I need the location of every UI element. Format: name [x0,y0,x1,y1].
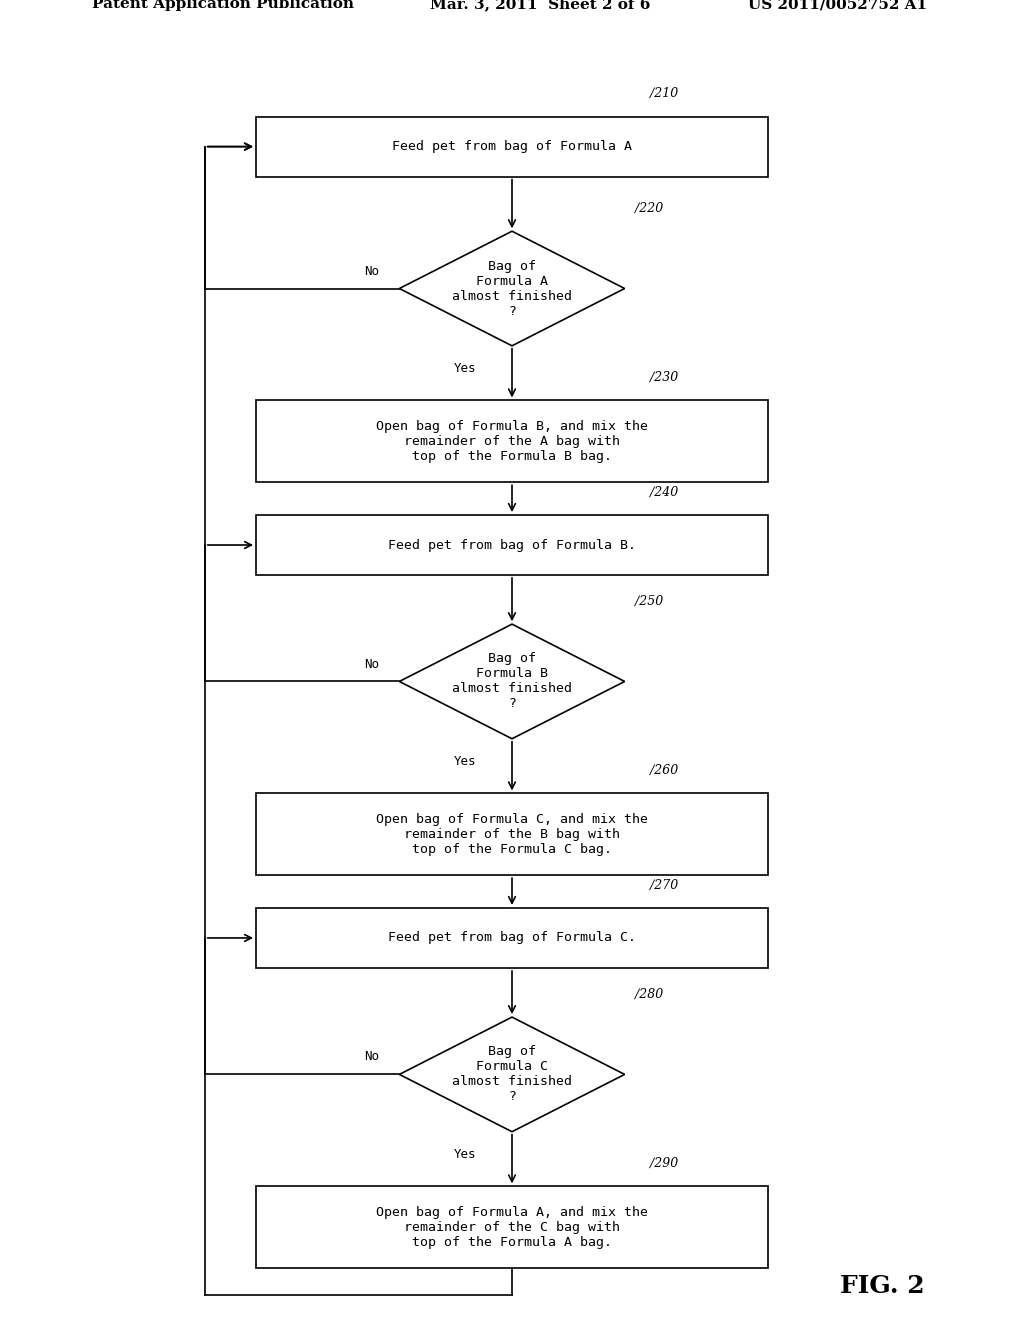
Text: Bag of
Formula B
almost finished
?: Bag of Formula B almost finished ? [452,652,572,710]
Text: No: No [364,264,379,277]
Text: ∕210: ∕210 [650,87,679,100]
Text: Feed pet from bag of Formula B.: Feed pet from bag of Formula B. [388,539,636,552]
Text: ∕220: ∕220 [635,202,664,215]
Text: ∕270: ∕270 [650,879,679,891]
FancyBboxPatch shape [256,400,768,482]
Text: ∕230: ∕230 [650,371,679,384]
Text: ∕250: ∕250 [635,595,664,607]
Text: Yes: Yes [454,362,476,375]
Text: Open bag of Formula B, and mix the
remainder of the A bag with
top of the Formul: Open bag of Formula B, and mix the remai… [376,420,648,463]
FancyBboxPatch shape [256,1187,768,1269]
Text: Bag of
Formula C
almost finished
?: Bag of Formula C almost finished ? [452,1045,572,1104]
Text: Bag of
Formula A
almost finished
?: Bag of Formula A almost finished ? [452,260,572,318]
Text: US 2011/0052752 A1: US 2011/0052752 A1 [748,0,927,11]
Text: ∕260: ∕260 [650,764,679,777]
Text: No: No [364,657,379,671]
Text: Feed pet from bag of Formula C.: Feed pet from bag of Formula C. [388,932,636,945]
Text: Mar. 3, 2011  Sheet 2 of 6: Mar. 3, 2011 Sheet 2 of 6 [430,0,650,11]
Text: ∕290: ∕290 [650,1156,679,1170]
Text: Open bag of Formula C, and mix the
remainder of the B bag with
top of the Formul: Open bag of Formula C, and mix the remai… [376,813,648,855]
Text: FIG. 2: FIG. 2 [840,1274,925,1298]
Polygon shape [399,231,625,346]
FancyBboxPatch shape [256,908,768,968]
Text: Open bag of Formula A, and mix the
remainder of the C bag with
top of the Formul: Open bag of Formula A, and mix the remai… [376,1205,648,1249]
Polygon shape [399,624,625,739]
Text: Yes: Yes [454,1148,476,1162]
FancyBboxPatch shape [256,515,768,576]
FancyBboxPatch shape [256,116,768,177]
Text: ∕240: ∕240 [650,486,679,499]
Text: ∕280: ∕280 [635,987,664,1001]
Text: No: No [364,1051,379,1064]
Text: Feed pet from bag of Formula A: Feed pet from bag of Formula A [392,140,632,153]
FancyBboxPatch shape [256,793,768,875]
Polygon shape [399,1018,625,1131]
Text: Patent Application Publication: Patent Application Publication [92,0,354,11]
Text: Yes: Yes [454,755,476,768]
